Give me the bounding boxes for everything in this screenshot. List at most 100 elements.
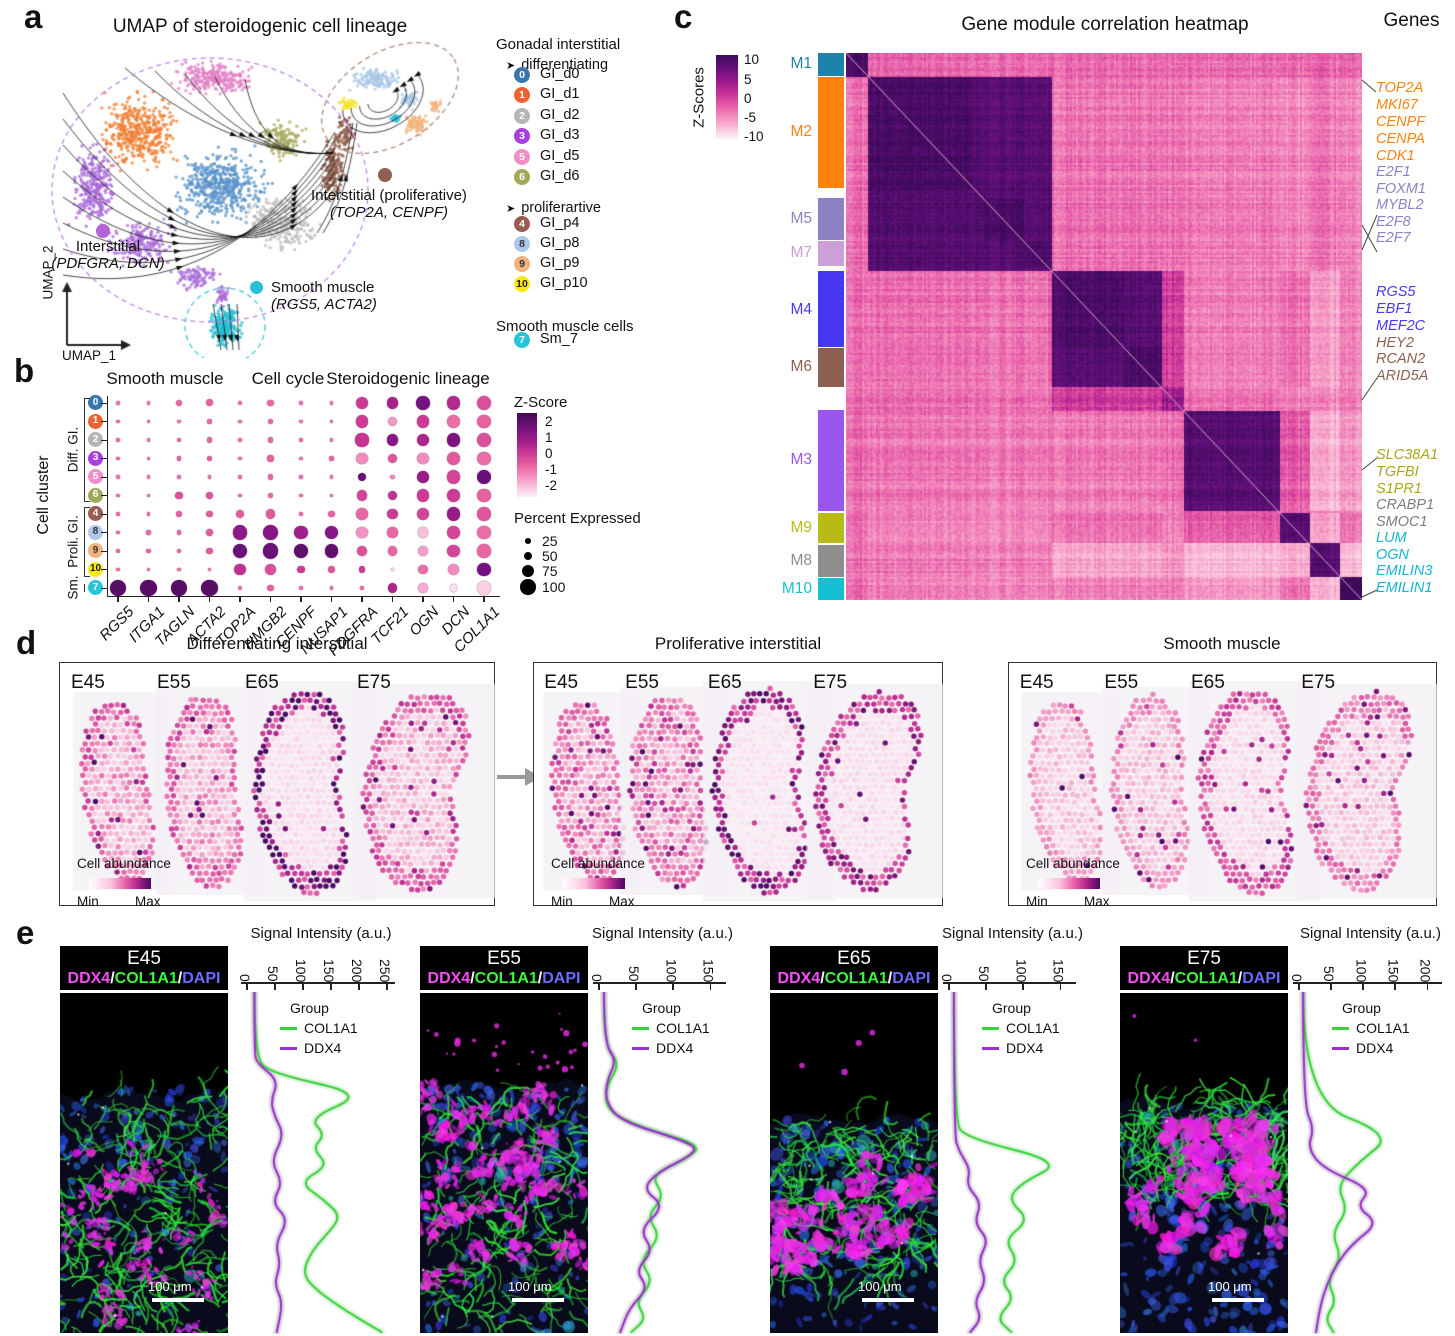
annotation-smooth-muscle-genes: (RGS5, ACTA2) bbox=[271, 296, 377, 313]
dot-1-CENPF bbox=[299, 419, 303, 424]
heatmap-ztick: 5 bbox=[744, 72, 752, 87]
dot-3-OGN bbox=[417, 452, 429, 465]
gene-right-HEY2: HEY2 bbox=[1376, 335, 1414, 351]
module-label-M2: M2 bbox=[790, 123, 812, 140]
gene-right-RCAN2: RCAN2 bbox=[1376, 351, 1426, 367]
row-tick bbox=[101, 550, 107, 552]
module-label-M7: M7 bbox=[790, 244, 812, 261]
gene-right-S1PR1: S1PR1 bbox=[1376, 481, 1422, 497]
annotation-smooth-muscle: Smooth muscle bbox=[271, 279, 375, 296]
stage-label-E55: E55 bbox=[625, 672, 659, 693]
scalebar-line bbox=[862, 1298, 914, 1302]
if-image-E75 bbox=[1120, 993, 1288, 1333]
dot-5-OGN bbox=[417, 471, 429, 483]
scalebar-label: 100 μm bbox=[858, 1279, 902, 1294]
heatmap-ztick: 10 bbox=[744, 52, 760, 67]
dot-1-TOP2A bbox=[238, 419, 242, 424]
signal-tick bbox=[1298, 984, 1300, 990]
scalebar-label: 100 μm bbox=[1208, 1279, 1252, 1294]
if-image-E55 bbox=[420, 993, 588, 1333]
signal-title: Signal Intensity (a.u.) bbox=[592, 925, 733, 942]
zscore-tick-label: 1 bbox=[545, 430, 553, 445]
percent-label: 25 bbox=[542, 533, 558, 549]
dot-3-PDGFRA bbox=[356, 452, 368, 465]
dot-10-OGN bbox=[418, 564, 428, 575]
dot-7-CENPF bbox=[299, 586, 303, 590]
heatmap-ztick: -5 bbox=[744, 110, 757, 125]
percent-expressed-title: Percent Expressed bbox=[514, 510, 641, 527]
spatial-map-canvas bbox=[1008, 662, 1437, 906]
signal-title: Signal Intensity (a.u.) bbox=[942, 925, 1083, 942]
stain-DDX4: DDX4 bbox=[427, 970, 471, 987]
row-group-bracket bbox=[84, 398, 90, 502]
gene-connector-lines bbox=[1361, 79, 1378, 598]
zscore-legend-title: Z-Score bbox=[514, 394, 568, 411]
dot-2-OGN bbox=[416, 433, 430, 447]
col-tick bbox=[422, 597, 424, 602]
legend-item-label: GI_d3 bbox=[540, 127, 580, 143]
dot-9-RGS5 bbox=[116, 549, 120, 553]
legend-item-label: GI_d0 bbox=[540, 66, 580, 82]
gene-right-TGFBI: TGFBI bbox=[1376, 464, 1419, 480]
signal-tick bbox=[358, 984, 360, 990]
arrow-icon: ➤ bbox=[506, 203, 516, 215]
cluster-badge-GI_d3: 3 bbox=[514, 128, 530, 144]
dot-7-ITGA1 bbox=[140, 579, 157, 597]
dot-7-NUSAP1 bbox=[329, 586, 334, 590]
row-tick bbox=[101, 532, 107, 534]
dot-5-HMGB2 bbox=[267, 474, 274, 480]
intensity-profile-E65 bbox=[948, 992, 1077, 1334]
stage-label-E55: E55 bbox=[1104, 672, 1139, 693]
stage-label-E45: E45 bbox=[544, 672, 579, 693]
col-tick bbox=[208, 597, 211, 602]
row-tick bbox=[101, 495, 107, 497]
row-tick bbox=[101, 439, 107, 441]
percent-label: 100 bbox=[542, 579, 566, 595]
dot-2-COL1A1 bbox=[476, 432, 492, 448]
dot-3-CENPF bbox=[299, 456, 303, 461]
dot-9-ACTA2 bbox=[206, 547, 213, 555]
panel-e-label: e bbox=[16, 914, 35, 951]
dot-3-COL1A1 bbox=[477, 451, 491, 466]
dot-7-OGN bbox=[418, 583, 428, 593]
gene-right-CDK1: CDK1 bbox=[1376, 148, 1415, 164]
dot-0-TOP2A bbox=[238, 401, 242, 405]
signal-tick bbox=[1330, 984, 1332, 990]
cluster-badge-GI_d6: 6 bbox=[514, 169, 530, 185]
dot-7-HMGB2 bbox=[267, 584, 274, 592]
if-header-E65: E65 DDX4/COL1A1/DAPI bbox=[770, 946, 938, 990]
row-tick bbox=[101, 458, 107, 460]
module-label-M1: M1 bbox=[790, 55, 812, 72]
heatmap-zscores-label: Z-Scores bbox=[690, 67, 708, 128]
dot-9-TAGLN bbox=[176, 548, 182, 554]
gene-right-CENPA: CENPA bbox=[1376, 131, 1425, 147]
dot-5-TOP2A bbox=[238, 475, 242, 479]
dot-5-RGS5 bbox=[116, 475, 120, 479]
legend-sub-differentiating: ➤ differentiating bbox=[506, 57, 608, 73]
signal-title: Signal Intensity (a.u.) bbox=[1300, 925, 1441, 942]
cluster-badge-GI_p10: 10 bbox=[514, 276, 530, 292]
dot-9-HMGB2 bbox=[262, 543, 279, 559]
panel-d-box-title: Proliferative interstitial bbox=[654, 634, 822, 653]
dot-8-ITGA1 bbox=[146, 530, 151, 535]
umap-plot bbox=[45, 38, 475, 358]
signal-tick-label: 50 bbox=[1321, 966, 1338, 982]
dot-2-TCF21 bbox=[386, 434, 398, 446]
dot-9-COL1A1 bbox=[477, 544, 491, 558]
dot-3-NUSAP1 bbox=[329, 456, 334, 461]
dot-5-TCF21 bbox=[390, 474, 395, 480]
col-tick bbox=[269, 597, 272, 602]
dot-0-DCN bbox=[446, 396, 461, 410]
legend-item-label: GI_p4 bbox=[540, 215, 580, 231]
dot-0-PDGFRA bbox=[355, 396, 369, 410]
signal-tick bbox=[948, 984, 950, 990]
cell-abundance-min: Min bbox=[551, 894, 573, 909]
dot-3-TCF21 bbox=[387, 453, 398, 464]
stage-label-E55: E55 bbox=[157, 672, 191, 693]
dot-4-HMGB2 bbox=[265, 509, 276, 519]
legend-item-label: GI_p8 bbox=[540, 235, 580, 251]
stage-label-E75: E75 bbox=[357, 672, 391, 693]
stage-label-E45: E45 bbox=[71, 672, 105, 693]
dot-0-TCF21 bbox=[386, 397, 399, 409]
